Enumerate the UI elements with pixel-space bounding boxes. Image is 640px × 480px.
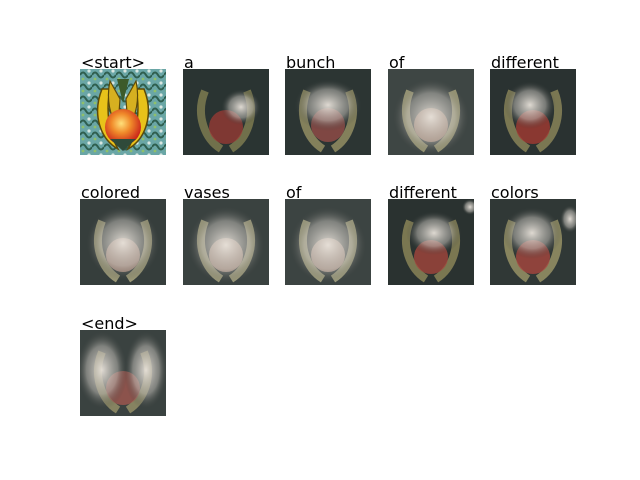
token-cell: colored: [80, 199, 166, 285]
attention-map: [80, 330, 166, 416]
attention-map: [388, 69, 474, 155]
token-cell: different: [388, 199, 474, 285]
attention-map: [183, 199, 269, 285]
token-cell: <start>: [80, 69, 166, 155]
token-cell: different: [490, 69, 576, 155]
attention-map: [285, 199, 371, 285]
attention-map: [490, 69, 576, 155]
token-cell: of: [285, 199, 371, 285]
attention-map: [490, 199, 576, 285]
token-cell: a: [183, 69, 269, 155]
attention-map: [80, 199, 166, 285]
token-cell: bunch: [285, 69, 371, 155]
token-cell: of: [388, 69, 474, 155]
token-cell: colors: [490, 199, 576, 285]
attention-map: [183, 69, 269, 155]
attention-map: [388, 199, 474, 285]
attention-map: [285, 69, 371, 155]
original-image: [80, 69, 166, 155]
token-cell: <end>: [80, 330, 166, 416]
token-cell: vases: [183, 199, 269, 285]
